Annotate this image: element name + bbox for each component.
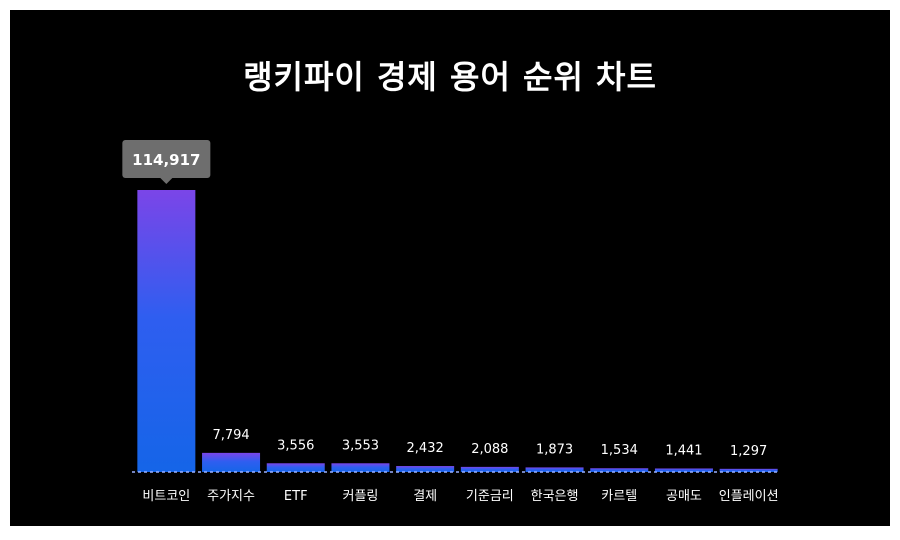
bar-5[interactable] bbox=[460, 466, 519, 472]
data-label: 7,794 bbox=[212, 428, 249, 443]
category-label: 비트코인 bbox=[142, 489, 190, 504]
category-label: 결제 bbox=[413, 489, 437, 504]
chart-title: 랭키파이 경제 용어 순위 차트 bbox=[243, 58, 657, 96]
bar-9[interactable] bbox=[719, 468, 778, 472]
category-label: ETF bbox=[284, 489, 308, 504]
bar-1[interactable] bbox=[202, 452, 261, 472]
category-label: 기준금리 bbox=[466, 489, 514, 504]
bar-0[interactable] bbox=[137, 190, 196, 472]
bar-2[interactable] bbox=[266, 463, 325, 472]
data-label: 2,088 bbox=[471, 442, 508, 457]
data-label: 3,553 bbox=[342, 438, 379, 453]
bar-3[interactable] bbox=[331, 463, 390, 472]
category-label: 한국은행 bbox=[531, 488, 579, 504]
bar-7[interactable] bbox=[590, 468, 649, 472]
data-label: 1,297 bbox=[730, 444, 767, 459]
value-tooltip bbox=[122, 140, 211, 178]
data-label: 1,873 bbox=[536, 442, 573, 457]
data-label: 1,441 bbox=[665, 443, 702, 458]
data-label: 114,917 bbox=[132, 151, 200, 169]
data-label: 3,556 bbox=[277, 438, 314, 453]
bar-6[interactable] bbox=[525, 467, 584, 472]
category-label: 커플링 bbox=[343, 489, 379, 504]
category-label: 공매도 bbox=[666, 489, 702, 504]
data-label: 2,432 bbox=[407, 441, 444, 456]
bar-8[interactable] bbox=[654, 468, 713, 472]
category-label: 인플레이션 bbox=[719, 489, 779, 504]
tooltip-pointer bbox=[160, 178, 173, 184]
data-label: 1,534 bbox=[601, 443, 638, 458]
bar-4[interactable] bbox=[396, 466, 455, 472]
category-label: 주가지수 bbox=[207, 489, 255, 504]
category-label: 카르텔 bbox=[601, 489, 637, 504]
